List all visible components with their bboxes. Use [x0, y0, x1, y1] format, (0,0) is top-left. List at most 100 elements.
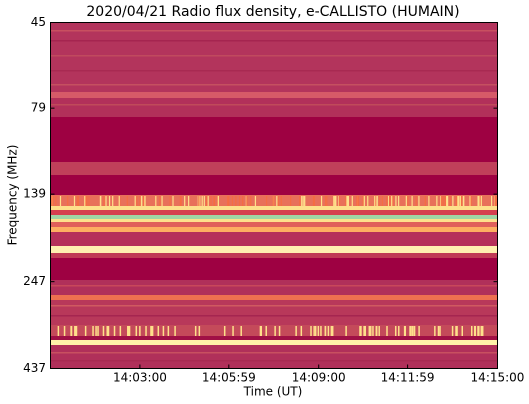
y-tick-label: 45 — [31, 15, 46, 29]
spectrum-spike — [303, 196, 305, 206]
spectrum-spike — [398, 196, 400, 206]
spectrum-spike — [207, 196, 209, 206]
spectrum-spike — [470, 196, 472, 206]
spectrum-spike — [441, 196, 443, 206]
spectrum-spike — [362, 196, 364, 206]
spectrum-line — [50, 315, 498, 317]
spectrum-spike — [51, 196, 53, 206]
spectrum-spike — [481, 326, 484, 336]
spectrum-spike — [161, 196, 163, 206]
spectrum-spike — [198, 196, 200, 206]
spectrum-spike — [347, 196, 350, 206]
spectrum-spike — [223, 326, 226, 336]
spectrum-spike — [478, 326, 480, 336]
spectrum-spike — [143, 196, 145, 206]
spectrum-spike — [265, 326, 267, 336]
spectrum-spike — [135, 326, 138, 336]
spectrum-spike — [198, 326, 201, 336]
spectrum-spike — [368, 326, 371, 336]
spectrum-spike — [436, 196, 438, 206]
spectrum-spike — [363, 326, 366, 336]
spectrum-spike — [363, 196, 365, 206]
spectrum-spike — [346, 196, 348, 206]
spectrum-spike — [235, 196, 237, 206]
spectrum-spike — [374, 196, 376, 206]
spectrum-band — [50, 92, 498, 98]
spectrum-spike — [326, 196, 328, 206]
spectrum-spike — [159, 196, 161, 206]
spectrum-spike — [388, 196, 390, 206]
spectrum-spike — [378, 196, 381, 206]
spectrum-spike — [57, 326, 60, 336]
spectrum-band — [50, 246, 498, 253]
spectrum-spike — [398, 326, 400, 336]
spectrum-spike — [357, 196, 359, 206]
spectrum-band — [50, 300, 498, 325]
spectrum-spike — [324, 196, 327, 206]
spectrum-spike — [458, 196, 460, 206]
spectrum-line — [50, 360, 498, 362]
spectrum-spike — [300, 326, 303, 336]
spectrum-spike — [356, 196, 358, 206]
spectrum-spike — [231, 196, 234, 206]
spectrum-spike — [179, 196, 181, 206]
y-tick-label: 139 — [23, 187, 46, 201]
spectrum-spike — [157, 326, 160, 336]
spectrum-spike — [213, 196, 215, 206]
spectrum-band — [50, 162, 498, 175]
spectrum-band — [50, 206, 498, 210]
y-axis-label: Frequency (MHz) — [6, 145, 20, 246]
spectrum-spike — [151, 326, 153, 336]
spectrum-spike — [312, 196, 315, 206]
spectrum-spike — [136, 196, 138, 206]
spectrum-spike — [107, 326, 110, 336]
spectrum-spike — [216, 196, 219, 206]
spectrum-spike — [338, 196, 341, 206]
spectrum-spike — [320, 196, 323, 206]
spectrum-spike — [278, 326, 281, 336]
spectrum-spike — [478, 196, 480, 206]
spectrum-band — [50, 227, 498, 232]
spectrum-line — [50, 40, 498, 42]
spectrum-band — [50, 222, 498, 227]
spectrum-spike — [386, 196, 388, 206]
spectrum-spike — [119, 326, 122, 336]
spectrum-spike — [238, 196, 241, 206]
spectrum-spike — [134, 196, 136, 206]
spectrum-spike — [277, 196, 280, 206]
spectrum-spike — [460, 196, 463, 206]
spectrum-spike — [105, 196, 107, 206]
spectrum-spike — [444, 196, 447, 206]
spectrum-spike — [477, 196, 479, 206]
spectrum-spike — [391, 196, 393, 206]
spectrum-spike — [395, 196, 397, 206]
chart-title: 2020/04/21 Radio flux density, e-CALLIST… — [86, 4, 459, 20]
spectrum-spike — [480, 196, 482, 206]
spectrum-spike — [410, 326, 412, 336]
plot-frame — [50, 22, 498, 369]
spectrum-spike — [77, 196, 80, 206]
spectrum-spike — [254, 196, 257, 206]
spectrum-spike — [345, 326, 347, 336]
spectrum-spike — [471, 326, 473, 336]
spectrum-spike — [227, 196, 229, 206]
spectrum-spike — [405, 196, 407, 206]
x-tick-label: 14:11:59 — [381, 371, 435, 385]
spectrum-band — [50, 215, 498, 219]
spectrogram-image — [50, 22, 498, 369]
spectrum-spike — [108, 196, 111, 206]
spectrum-spike — [477, 326, 479, 336]
spectrum-spike — [151, 326, 154, 336]
spectrum-band — [50, 295, 498, 300]
spectrum-spike — [169, 196, 171, 206]
spectrum-spike — [437, 326, 440, 336]
spectrum-spike — [272, 196, 274, 206]
spectrum-spike — [295, 326, 297, 336]
spectrum-spike — [359, 326, 361, 336]
spectrum-spike — [59, 196, 62, 206]
spectrum-spike — [449, 196, 451, 206]
spectrum-spike — [76, 196, 78, 206]
spectrum-spike — [276, 196, 278, 206]
x-tick-label: 14:03:00 — [113, 371, 167, 385]
spectrum-spike — [127, 326, 129, 336]
